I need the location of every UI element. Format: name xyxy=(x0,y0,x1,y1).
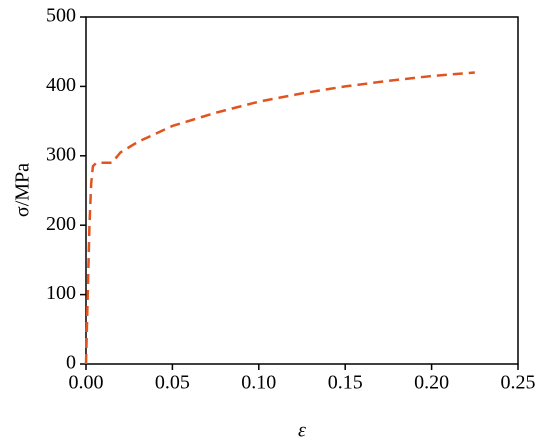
y-tick-label: 200 xyxy=(46,213,76,235)
y-tick-label: 100 xyxy=(46,282,76,304)
y-tick-label: 300 xyxy=(46,143,76,165)
y-axis-label: σ/MPa xyxy=(12,163,34,217)
y-tick-label: 500 xyxy=(46,5,76,27)
x-tick-label: 0.20 xyxy=(414,372,449,394)
x-tick-label: 0.15 xyxy=(328,372,363,394)
x-tick-label: 0.10 xyxy=(241,372,276,394)
x-axis-label: ε xyxy=(298,420,306,442)
y-tick-label: 400 xyxy=(46,74,76,96)
x-tick-label: 0.05 xyxy=(155,372,190,394)
y-tick-label: 0 xyxy=(66,352,76,374)
x-tick-label: 0.00 xyxy=(69,372,104,394)
x-tick-label: 0.25 xyxy=(501,372,536,394)
data-line xyxy=(84,71,475,365)
plot-frame xyxy=(85,16,519,365)
